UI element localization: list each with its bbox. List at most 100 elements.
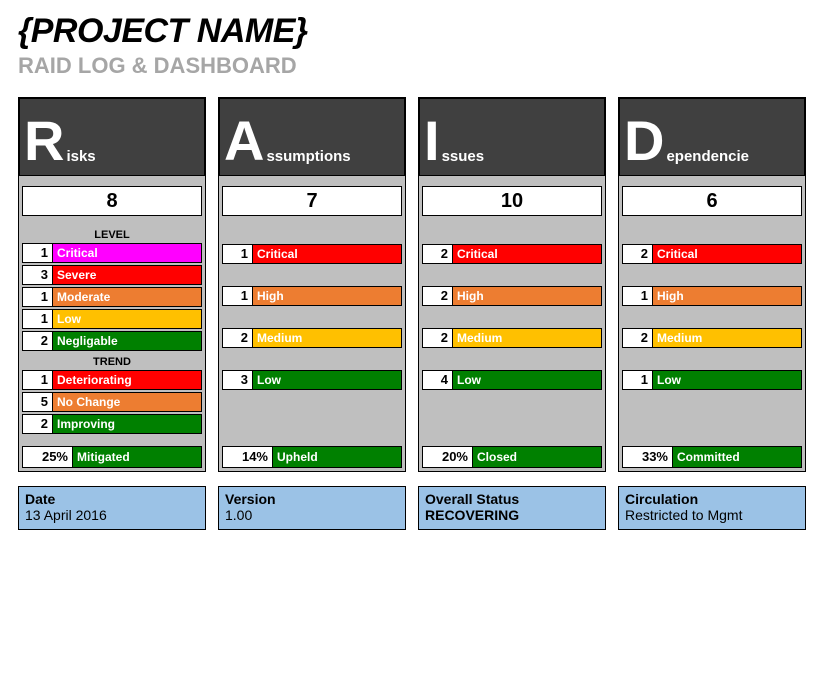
level-row: 3Low <box>222 370 402 390</box>
level-row: 2Improving <box>22 414 202 434</box>
level-label: Medium <box>253 329 401 347</box>
raid-column-r: Risks8LEVEL1Critical3Severe1Moderate1Low… <box>18 97 206 472</box>
column-total: 8 <box>22 186 202 216</box>
level-count: 2 <box>623 245 653 263</box>
column-word: ssumptions <box>266 148 350 169</box>
column-word: isks <box>66 148 95 169</box>
column-header: Issues <box>419 98 605 176</box>
level-count: 1 <box>623 371 653 389</box>
level-label: Low <box>253 371 401 389</box>
level-count: 3 <box>223 371 253 389</box>
footer-value: Restricted to Mgmt <box>625 507 799 523</box>
level-row: 1Moderate <box>22 287 202 307</box>
level-row: 1High <box>222 286 402 306</box>
level-label: Critical <box>453 245 601 263</box>
level-count: 2 <box>423 245 453 263</box>
level-count: 2 <box>623 329 653 347</box>
column-letter: R <box>24 113 64 169</box>
summary-pct: 14% <box>223 447 273 467</box>
level-label: Low <box>653 371 801 389</box>
footer-title: Date <box>25 491 199 507</box>
raid-column-a: Assumptions71Critical1High2Medium3Low14%… <box>218 97 406 472</box>
level-label: High <box>453 287 601 305</box>
level-label: High <box>253 287 401 305</box>
level-count: 2 <box>23 332 53 350</box>
level-label: Negligable <box>53 332 201 350</box>
column-total: 6 <box>622 186 802 216</box>
level-label: Low <box>53 310 201 328</box>
level-label: High <box>653 287 801 305</box>
level-row: 2Critical <box>422 244 602 264</box>
summary-pct: 33% <box>623 447 673 467</box>
level-label: Moderate <box>53 288 201 306</box>
column-header: Dependencie <box>619 98 805 176</box>
level-row: 1Low <box>622 370 802 390</box>
level-count: 2 <box>23 415 53 433</box>
level-label: Critical <box>253 245 401 263</box>
column-total: 7 <box>222 186 402 216</box>
raid-column-d: Dependencie62Critical1High2Medium1Low33%… <box>618 97 806 472</box>
level-label: Medium <box>453 329 601 347</box>
footer-row: Date13 April 2016 Version1.00 Overall Stat… <box>18 486 806 530</box>
column-total: 10 <box>422 186 602 216</box>
level-row: 1Low <box>22 309 202 329</box>
page-title: {PROJECT NAME} <box>18 12 806 51</box>
footer-box: Version1.00 <box>218 486 406 530</box>
summary-label: Upheld <box>273 447 401 467</box>
level-count: 1 <box>23 244 53 262</box>
level-row: 3Severe <box>22 265 202 285</box>
footer-value: RECOVERING <box>425 507 599 523</box>
footer-value: 1.00 <box>225 507 399 523</box>
footer-value: 13 April 2016 <box>25 507 199 523</box>
level-row: 1Deteriorating <box>22 370 202 390</box>
level-label: Medium <box>653 329 801 347</box>
level-label: Improving <box>53 415 201 433</box>
summary-pct: 25% <box>23 447 73 467</box>
level-label: Severe <box>53 266 201 284</box>
column-word: ependencie <box>666 148 749 169</box>
level-count: 1 <box>23 310 53 328</box>
summary-label: Closed <box>473 447 601 467</box>
level-row: 1Critical <box>22 243 202 263</box>
level-count: 1 <box>223 287 253 305</box>
level-row: 4Low <box>422 370 602 390</box>
summary-label: Committed <box>673 447 801 467</box>
level-count: 2 <box>423 287 453 305</box>
level-count: 1 <box>23 371 53 389</box>
level-row: 2Critical <box>622 244 802 264</box>
column-letter: I <box>424 113 440 169</box>
level-count: 2 <box>423 329 453 347</box>
level-row: 1Critical <box>222 244 402 264</box>
summary-row: 25%Mitigated <box>22 446 202 468</box>
summary-pct: 20% <box>423 447 473 467</box>
level-count: 1 <box>223 245 253 263</box>
level-label: Low <box>453 371 601 389</box>
summary-row: 33%Committed <box>622 446 802 468</box>
level-row: 2Medium <box>622 328 802 348</box>
level-count: 3 <box>23 266 53 284</box>
level-label: No Change <box>53 393 201 411</box>
raid-column-i: Issues102Critical2High2Medium4Low20%Clos… <box>418 97 606 472</box>
level-row: 2Medium <box>422 328 602 348</box>
level-count: 4 <box>423 371 453 389</box>
level-label: Critical <box>53 244 201 262</box>
level-row: 2Negligable <box>22 331 202 351</box>
footer-box: Date13 April 2016 <box>18 486 206 530</box>
section-label: LEVEL <box>19 226 205 243</box>
level-count: 1 <box>23 288 53 306</box>
level-row: 2High <box>422 286 602 306</box>
footer-title: Overall Status <box>425 491 599 507</box>
summary-label: Mitigated <box>73 447 201 467</box>
level-row: 1High <box>622 286 802 306</box>
summary-row: 20%Closed <box>422 446 602 468</box>
level-label: Critical <box>653 245 801 263</box>
level-label: Deteriorating <box>53 371 201 389</box>
column-letter: D <box>624 113 664 169</box>
page-subtitle: RAID LOG & DASHBOARD <box>18 53 806 79</box>
column-header: Assumptions <box>219 98 405 176</box>
section-label: TREND <box>19 353 205 370</box>
level-count: 2 <box>223 329 253 347</box>
footer-title: Version <box>225 491 399 507</box>
level-count: 1 <box>623 287 653 305</box>
column-header: Risks <box>19 98 205 176</box>
